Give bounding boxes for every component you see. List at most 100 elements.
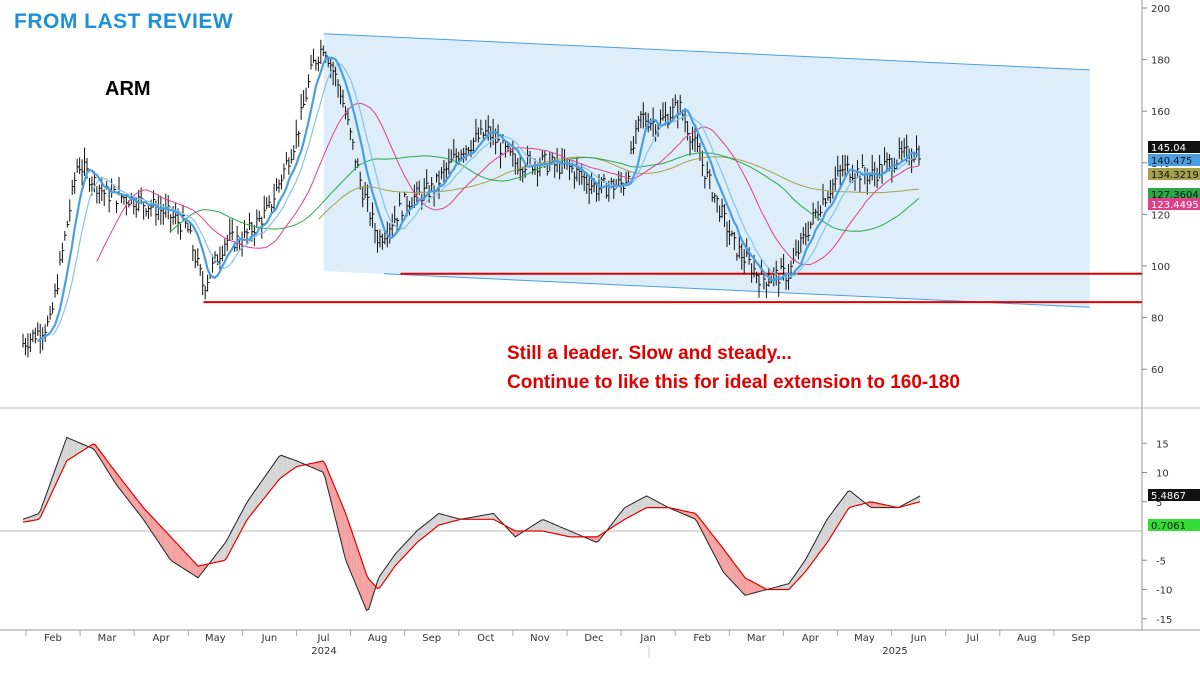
x-tick-label: Jun [261, 633, 278, 644]
macd-last-value-box [1148, 489, 1200, 501]
macd-histogram-fill [534, 522, 538, 531]
macd-histogram-fill [445, 515, 448, 524]
macd-histogram-fill [31, 515, 34, 521]
macd-histogram-fill [224, 540, 227, 561]
macd-histogram-fill [637, 499, 641, 513]
macd-histogram-fill [491, 513, 494, 520]
macd-histogram-fill [123, 482, 126, 497]
macd-histogram-fill [412, 533, 415, 548]
macd-histogram-fill [318, 461, 321, 472]
macd-histogram-fill [734, 563, 737, 586]
macd-histogram-fill [132, 493, 135, 509]
y-tick-label: 120 [1151, 210, 1170, 221]
ma200-line [318, 156, 920, 220]
macd-histogram-fill [843, 494, 846, 517]
x-tick-label: Jul [316, 633, 329, 644]
macd-histogram-fill [440, 514, 444, 525]
last-value-label: 123.4495 [1151, 200, 1199, 211]
last-value-label: 145.04 [1151, 143, 1186, 154]
macd-histogram-fill [147, 512, 150, 530]
macd-histogram-fill [810, 545, 813, 565]
macd-histogram-fill [874, 502, 877, 508]
y-tick-label: 100 [1151, 262, 1170, 273]
x-tick-label: Jul [966, 633, 979, 644]
macd-tick-label: -15 [1156, 615, 1172, 626]
macd-histogram-fill [727, 554, 730, 579]
macd-histogram-fill [867, 502, 870, 507]
macd-histogram-fill [156, 521, 159, 543]
macd-line [22, 436, 921, 611]
x-tick-label: Feb [44, 633, 62, 644]
y-tick-label: 80 [1151, 314, 1164, 325]
last-value-box [1148, 141, 1200, 153]
macd-histogram-fill [429, 518, 433, 533]
x-tick-label: Aug [1017, 633, 1037, 644]
macd-histogram-fill [335, 489, 339, 530]
macd-histogram-fill [357, 548, 360, 595]
macd-histogram-fill [68, 438, 72, 460]
macd-histogram-fill [66, 437, 69, 461]
macd-histogram-fill [333, 484, 336, 521]
macd-histogram-fill [270, 465, 273, 491]
macd-panel [22, 436, 921, 611]
macd-histogram-fill [856, 496, 859, 506]
macd-histogram-fill [825, 517, 829, 545]
macd-histogram-fill [173, 540, 177, 564]
last-value-box [1148, 188, 1200, 200]
macd-histogram-fill [758, 584, 761, 592]
macd-histogram-fill [340, 500, 343, 548]
year-label-2025: 2025 [882, 646, 907, 657]
macd-histogram-fill [819, 529, 822, 553]
macd-histogram-fill [869, 501, 872, 508]
macd-histogram-fill [237, 516, 240, 538]
x-tick-label: Sep [1071, 633, 1090, 644]
macd-histogram-fill [720, 545, 724, 572]
macd-histogram-fill [342, 505, 345, 556]
macd-histogram-fill [75, 441, 78, 456]
macd-histogram-fill [738, 569, 741, 591]
macd-histogram-fill [644, 495, 647, 509]
macd-histogram-fill [723, 548, 726, 575]
macd-histogram-fill [143, 507, 146, 523]
macd-histogram-fill [379, 573, 382, 588]
macd-histogram-fill [327, 468, 330, 495]
macd-histogram-fill [801, 561, 805, 576]
macd-histogram-fill [149, 514, 153, 533]
macd-histogram-fill [438, 513, 441, 526]
macd-histogram-fill [27, 516, 30, 522]
macd-histogram-fill [631, 502, 634, 516]
macd-histogram-fill [410, 535, 413, 550]
macd-histogram-fill [421, 525, 424, 540]
macd-histogram-fill [745, 577, 748, 596]
macd-histogram-fill [747, 578, 750, 595]
macd-histogram-fill [250, 493, 253, 516]
macd-histogram-fill [661, 504, 665, 508]
macd-histogram-fill [751, 581, 754, 594]
x-tick-label: Feb [693, 633, 711, 644]
macd-histogram-fill [33, 514, 37, 521]
macd-histogram-fill [399, 547, 402, 562]
macd-last-value-box [1148, 519, 1200, 531]
macd-histogram-fill [198, 565, 201, 578]
macd-histogram-fill [550, 522, 553, 534]
macd-histogram-fill [917, 495, 921, 503]
macd-histogram-fill [364, 568, 367, 611]
macd-histogram-fill [195, 563, 199, 578]
macd-histogram-fill [182, 549, 185, 570]
macd-histogram-fill [176, 542, 179, 566]
macd-histogram-fill [71, 439, 74, 458]
x-tick-label: Sep [422, 633, 441, 644]
macd-histogram-fill [180, 547, 183, 568]
macd-histogram-fill [408, 538, 411, 553]
macd-histogram-fill [268, 468, 271, 494]
ema-slow-line [52, 63, 920, 336]
macd-histogram-fill [646, 495, 649, 508]
macd-histogram-fill [633, 501, 636, 515]
macd-histogram-fill [154, 519, 157, 539]
macd-histogram-fill [482, 515, 485, 520]
ticker-label: ARM [105, 78, 151, 100]
annotation-line-2: Continue to like this for ideal extensio… [507, 372, 960, 393]
macd-histogram-fill [136, 499, 139, 514]
macd-histogram-fill [537, 521, 540, 531]
